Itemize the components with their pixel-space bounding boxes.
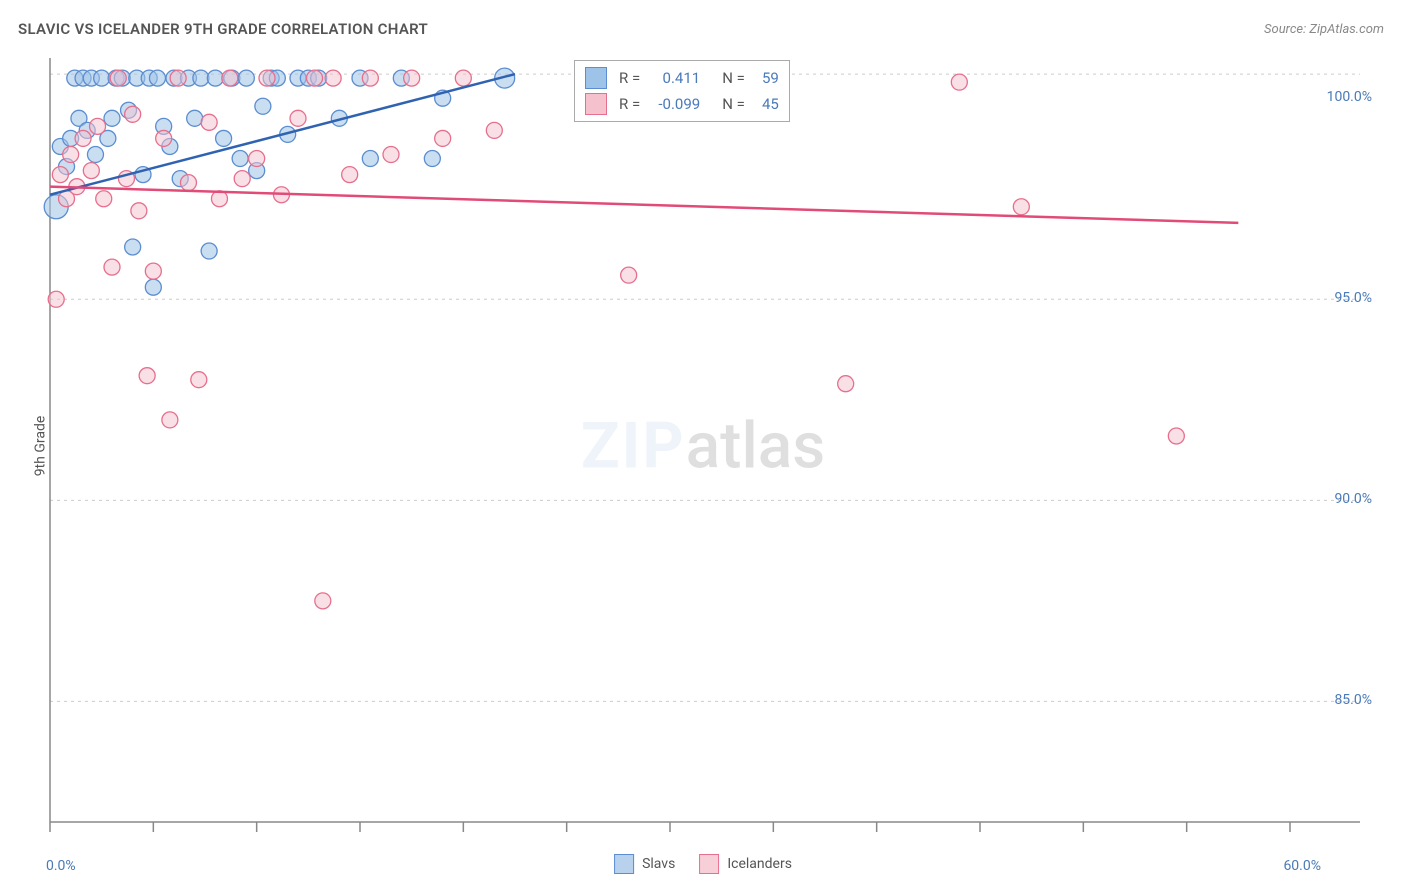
stats-row: R = 0.411 N = 59 xyxy=(585,65,779,91)
stats-row: R = -0.099 N = 45 xyxy=(585,91,779,117)
stats-n-label: N = xyxy=(722,69,745,87)
stats-swatch xyxy=(585,67,607,89)
legend-swatch xyxy=(614,854,634,874)
stats-swatch xyxy=(585,93,607,115)
legend-swatch xyxy=(699,854,719,874)
stats-r-label: R = xyxy=(619,69,640,87)
y-tick-label: 95.0% xyxy=(1334,290,1372,306)
y-tick-label: 85.0% xyxy=(1334,692,1372,708)
stats-n-value: 45 xyxy=(751,95,779,113)
y-tick-label: 100.0% xyxy=(1327,89,1372,105)
x-axis-min-label: 0.0% xyxy=(46,858,76,874)
legend-label: Slavs xyxy=(642,856,675,872)
stats-n-label: N = xyxy=(722,95,745,113)
stats-r-value: -0.099 xyxy=(646,95,700,113)
legend-label: Icelanders xyxy=(727,856,792,872)
series-legend: Slavs Icelanders xyxy=(614,854,792,874)
chart-container: SLAVIC VS ICELANDER 9TH GRADE CORRELATIO… xyxy=(0,0,1406,892)
x-axis-max-label: 60.0% xyxy=(1283,858,1321,874)
legend-item: Slavs xyxy=(614,854,675,874)
legend-item: Icelanders xyxy=(699,854,792,874)
scatter-chart-svg xyxy=(0,0,1406,892)
y-tick-label: 90.0% xyxy=(1334,491,1372,507)
stats-n-value: 59 xyxy=(751,69,779,87)
stats-r-label: R = xyxy=(619,95,640,113)
stats-r-value: 0.411 xyxy=(646,69,700,87)
correlation-stats-box: R = 0.411 N = 59 R = -0.099 N = 45 xyxy=(574,60,790,122)
